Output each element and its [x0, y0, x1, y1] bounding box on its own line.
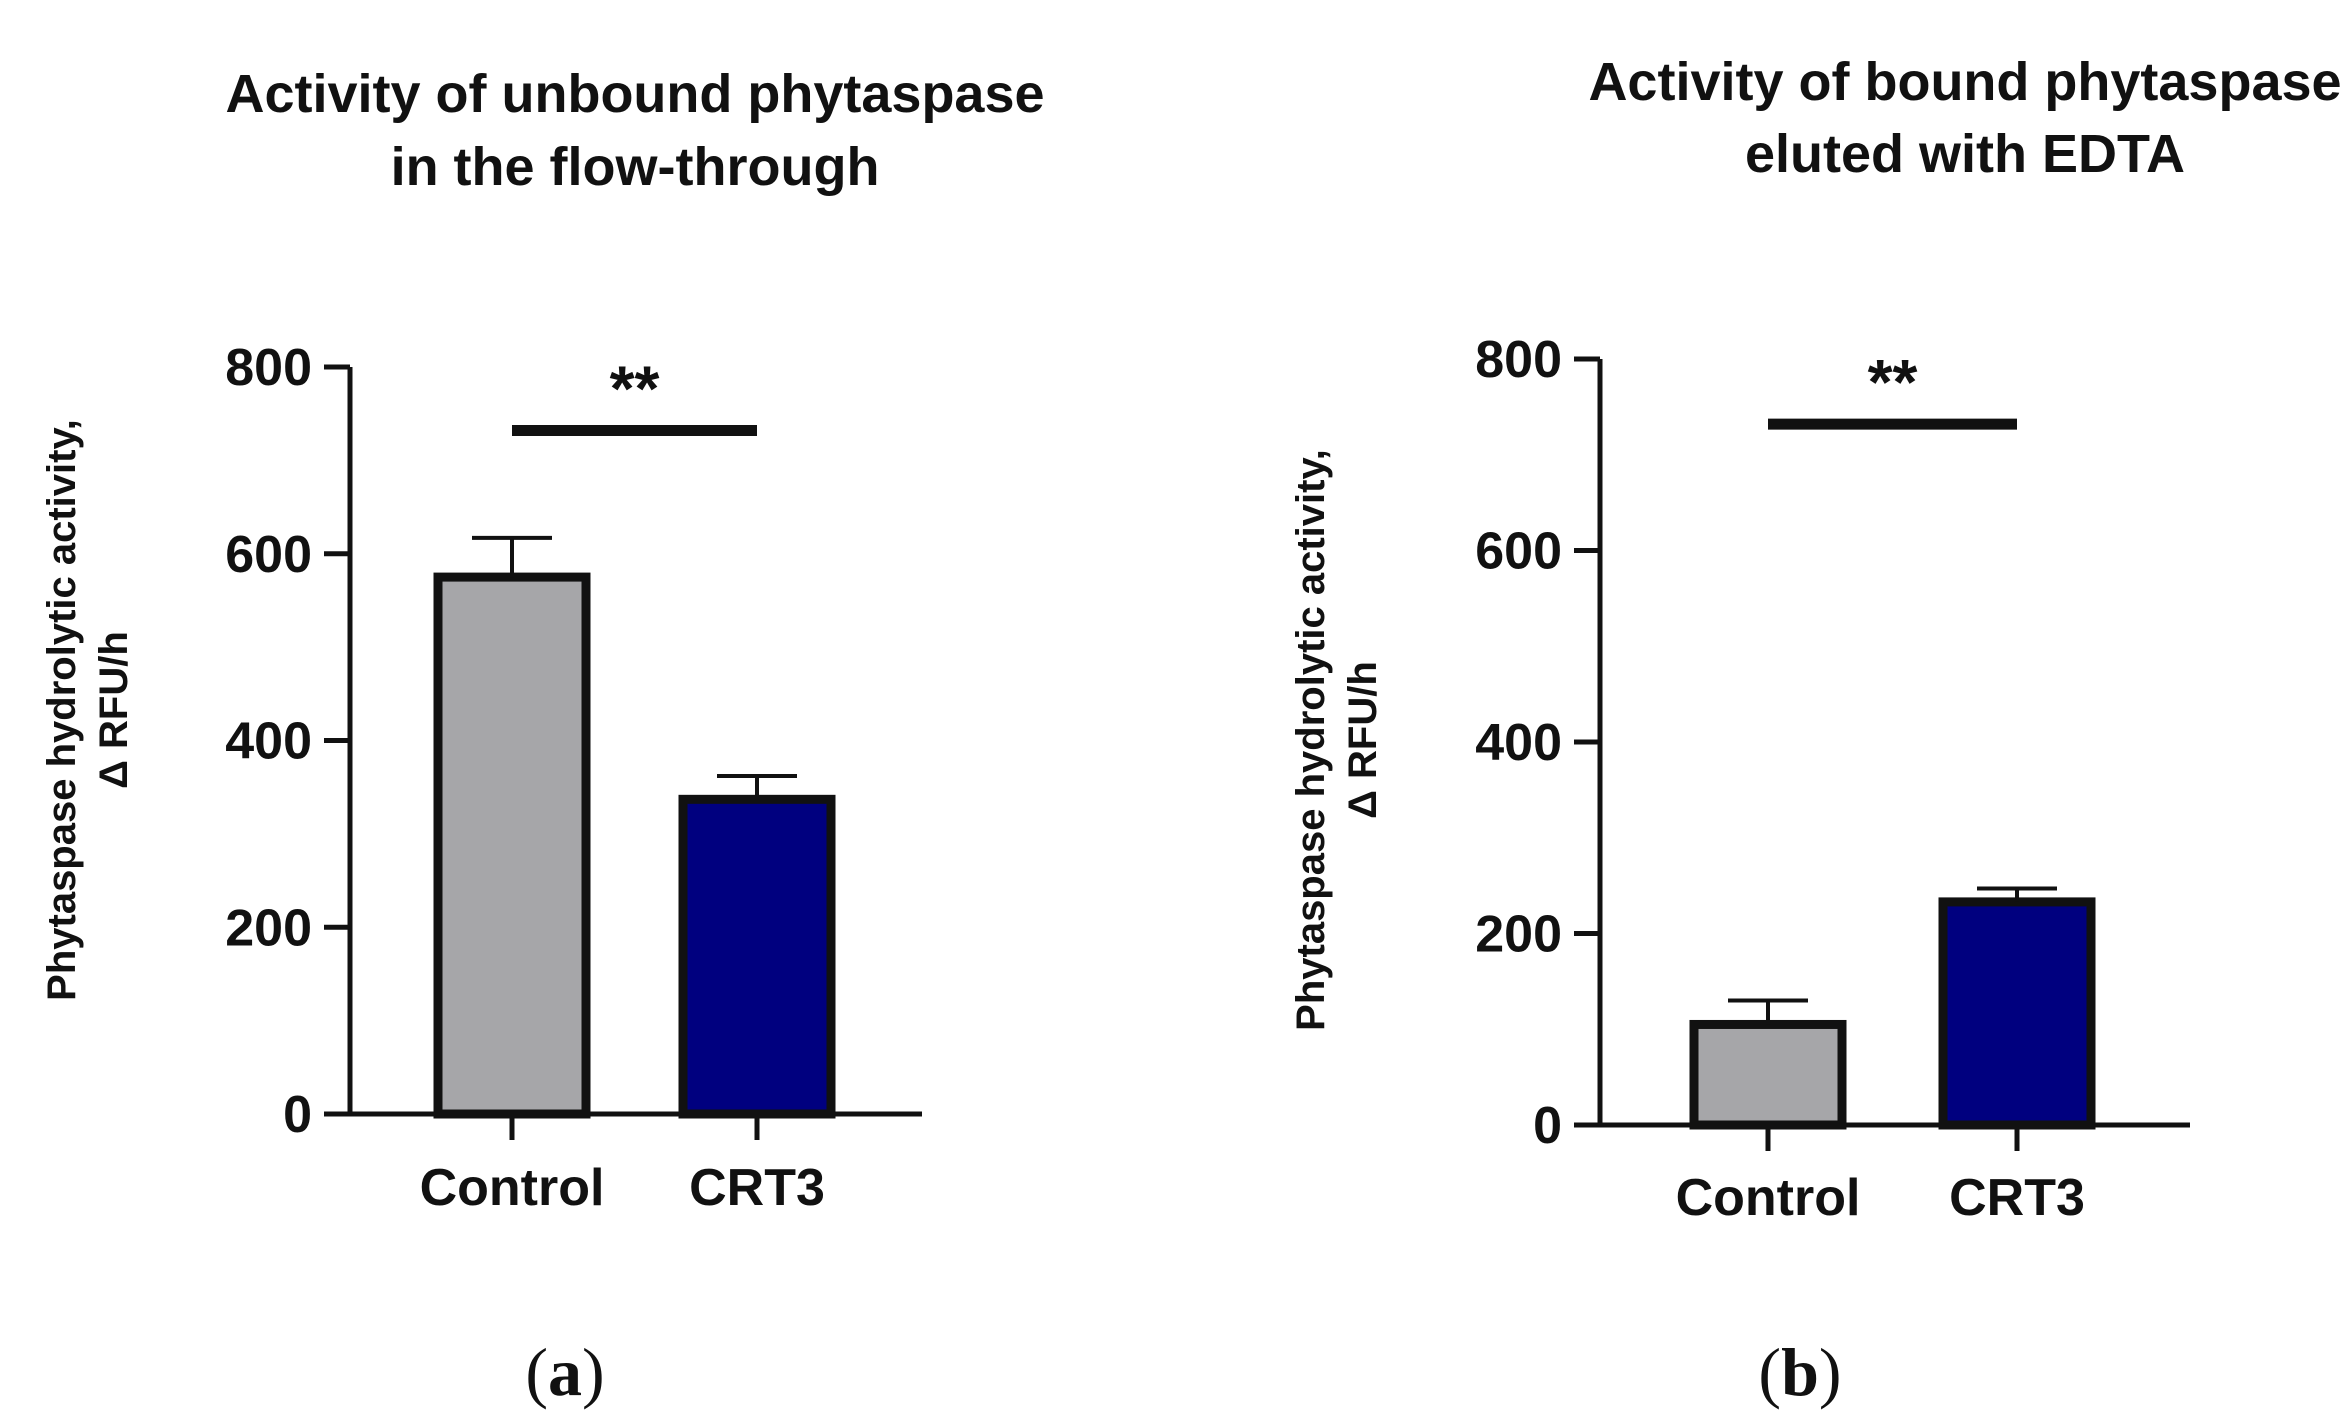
panel-label-letter: b: [1781, 1334, 1819, 1410]
panel-label-close: ): [1819, 1334, 1842, 1410]
bar-crt3: [1938, 897, 2096, 1130]
chart-title-line-1: Activity of bound phytaspase: [1588, 52, 2341, 112]
panel-label-open: (: [1758, 1334, 1781, 1410]
y-tick-label-0: 0: [1533, 1097, 1562, 1155]
bar-control: [433, 572, 591, 1119]
panel-label: (b): [1758, 1334, 1841, 1410]
significance-label: **: [610, 352, 660, 424]
y-tick-label-200: 200: [1475, 906, 1562, 964]
y-axis-label-line-1: Phytaspase hydrolytic activity,: [1289, 449, 1333, 1031]
y-tick-label-400: 400: [225, 713, 312, 771]
y-tick-label-200: 200: [225, 899, 312, 957]
bar-control: [1689, 1019, 1847, 1130]
x-tick-label-crt3: CRT3: [689, 1159, 825, 1217]
y-tick-label-600: 600: [225, 526, 312, 584]
y-axis-label-line-2: Δ RFU/h: [92, 631, 136, 789]
panel-label: (a): [525, 1334, 604, 1410]
y-tick-label-0: 0: [283, 1086, 312, 1144]
bar-crt3: [678, 794, 836, 1119]
panel-label-open: (: [525, 1334, 548, 1410]
y-tick-label-600: 600: [1475, 523, 1562, 581]
significance-label: **: [1868, 346, 1918, 418]
y-tick-label-800: 800: [1475, 331, 1562, 389]
panel-label-close: ): [582, 1334, 605, 1410]
chart-title-line-1: Activity of unbound phytaspase: [225, 64, 1044, 124]
panel-a: Activity of unbound phytaspase in the flo…: [40, 64, 1045, 1410]
y-tick-label-800: 800: [225, 339, 312, 397]
panel-label-letter: a: [548, 1334, 582, 1410]
chart-title-line-2: eluted with EDTA: [1745, 124, 2185, 184]
x-tick-label-control: Control: [420, 1159, 605, 1217]
y-axis-label-line-2: Δ RFU/h: [1341, 661, 1385, 819]
y-tick-label-400: 400: [1475, 714, 1562, 772]
x-tick-label-control: Control: [1676, 1169, 1861, 1227]
x-tick-label-crt3: CRT3: [1949, 1169, 2085, 1227]
chart-title-line-2: in the flow-through: [391, 137, 880, 197]
panel-b: Activity of bound phytaspase eluted with …: [1289, 52, 2342, 1410]
y-axis-label-line-1: Phytaspase hydrolytic activity,: [40, 419, 84, 1001]
